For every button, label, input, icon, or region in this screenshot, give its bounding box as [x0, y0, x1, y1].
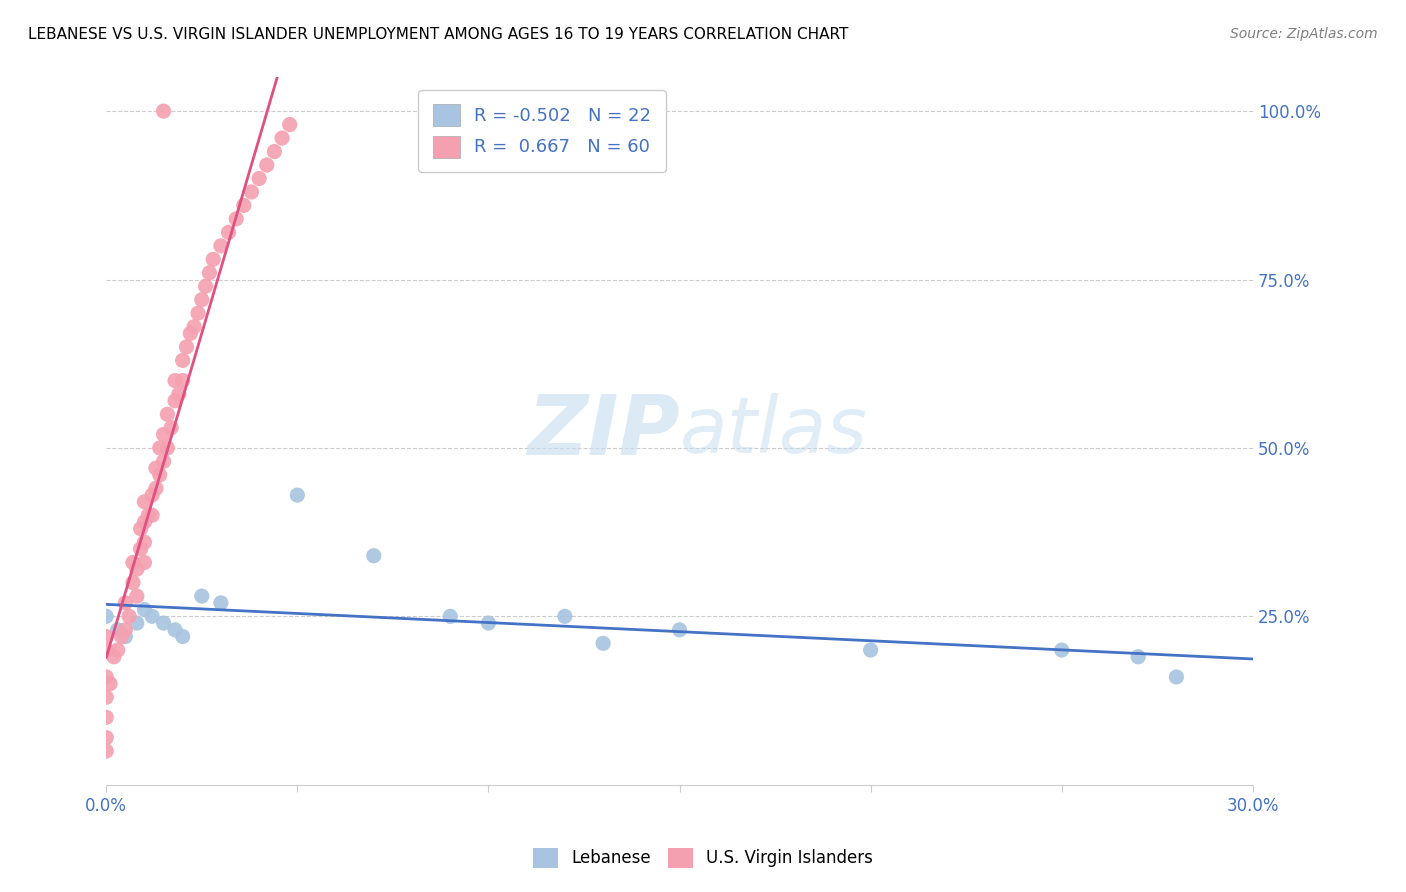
Point	[163, 623, 186, 637]
Text: ZIP: ZIP	[527, 391, 679, 472]
Point	[134, 535, 156, 549]
Point	[96, 690, 118, 705]
Point	[145, 461, 167, 475]
Point	[110, 630, 132, 644]
Point	[477, 616, 499, 631]
Point	[592, 636, 614, 650]
Point	[202, 252, 225, 267]
Point	[163, 393, 186, 408]
Point	[191, 589, 214, 603]
Point	[141, 609, 163, 624]
Point	[134, 495, 156, 509]
Point	[152, 104, 174, 119]
Point	[125, 562, 148, 576]
Point	[285, 488, 308, 502]
Point	[554, 609, 576, 624]
Point	[107, 623, 129, 637]
Point	[145, 481, 167, 495]
Point	[232, 198, 254, 212]
Point	[114, 623, 136, 637]
Point	[149, 467, 172, 482]
Point	[187, 306, 209, 320]
Point	[160, 421, 183, 435]
Point	[172, 353, 194, 368]
Point	[278, 118, 301, 132]
Point	[118, 609, 141, 624]
Point	[141, 508, 163, 523]
Point	[125, 616, 148, 631]
Point	[122, 575, 145, 590]
Point	[172, 630, 194, 644]
Point	[103, 649, 125, 664]
Point	[271, 131, 294, 145]
Text: LEBANESE VS U.S. VIRGIN ISLANDER UNEMPLOYMENT AMONG AGES 16 TO 19 YEARS CORRELAT: LEBANESE VS U.S. VIRGIN ISLANDER UNEMPLO…	[28, 27, 848, 42]
Point	[194, 279, 217, 293]
Point	[183, 319, 205, 334]
Point	[247, 171, 270, 186]
Point	[240, 185, 263, 199]
Point	[107, 643, 129, 657]
Point	[152, 454, 174, 468]
Point	[96, 744, 118, 758]
Point	[156, 407, 179, 421]
Text: atlas: atlas	[679, 393, 868, 469]
Point	[209, 239, 232, 253]
Point	[218, 226, 240, 240]
Point	[256, 158, 278, 172]
Point	[149, 441, 172, 455]
Point	[198, 266, 221, 280]
Point	[129, 522, 152, 536]
Point	[129, 541, 152, 556]
Point	[1128, 649, 1150, 664]
Point	[439, 609, 461, 624]
Point	[172, 374, 194, 388]
Legend: R = -0.502   N = 22, R =  0.667   N = 60: R = -0.502 N = 22, R = 0.667 N = 60	[418, 90, 665, 172]
Point	[1050, 643, 1073, 657]
Point	[209, 596, 232, 610]
Point	[96, 670, 118, 684]
Point	[141, 488, 163, 502]
Point	[114, 596, 136, 610]
Point	[152, 427, 174, 442]
Point	[125, 589, 148, 603]
Point	[96, 643, 118, 657]
Point	[263, 145, 285, 159]
Point	[96, 731, 118, 745]
Point	[134, 556, 156, 570]
Point	[96, 630, 118, 644]
Point	[225, 211, 247, 226]
Point	[191, 293, 214, 307]
Point	[134, 515, 156, 529]
Point	[179, 326, 201, 341]
Point	[134, 602, 156, 616]
Point	[1166, 670, 1188, 684]
Legend: Lebanese, U.S. Virgin Islanders: Lebanese, U.S. Virgin Islanders	[526, 841, 880, 875]
Point	[152, 616, 174, 631]
Point	[96, 710, 118, 724]
Point	[98, 676, 121, 690]
Point	[176, 340, 198, 354]
Point	[96, 609, 118, 624]
Point	[859, 643, 882, 657]
Point	[668, 623, 690, 637]
Point	[167, 387, 190, 401]
Point	[163, 374, 186, 388]
Point	[136, 508, 159, 523]
Point	[114, 630, 136, 644]
Point	[122, 556, 145, 570]
Point	[363, 549, 385, 563]
Point	[156, 441, 179, 455]
Text: Source: ZipAtlas.com: Source: ZipAtlas.com	[1230, 27, 1378, 41]
